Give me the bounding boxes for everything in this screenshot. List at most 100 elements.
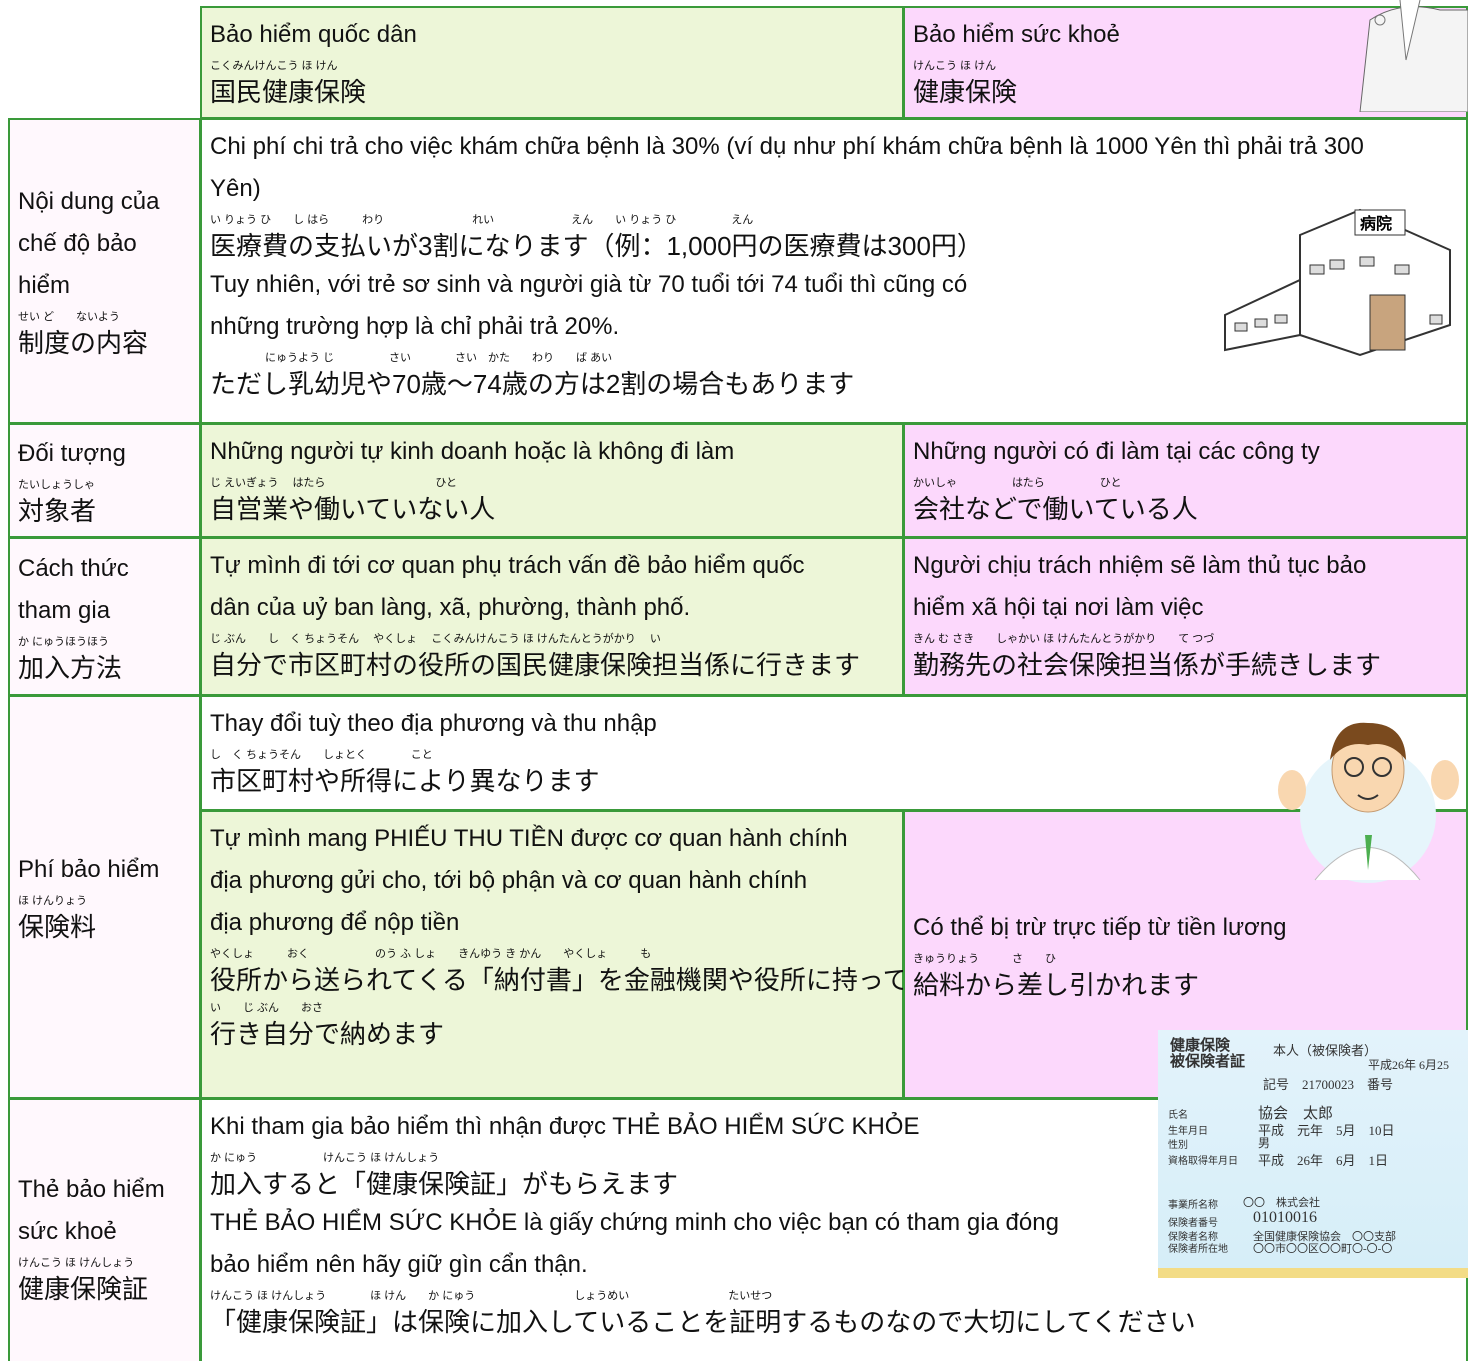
card-text: 資格取得年月日	[1168, 1156, 1238, 1167]
card-text: 保険者番号	[1168, 1218, 1218, 1229]
table-cell: Nội dung của chế độ bảo hiểm せい ど ないよう 制度の内容	[8, 118, 201, 424]
japanese-text: 自分で市区町村の役所の国民健康保険担当係に行きます	[210, 650, 861, 680]
card-text: 平成 26年 6月 1日	[1258, 1153, 1389, 1168]
card-text: 健康保険	[1170, 1038, 1231, 1054]
furigana: きゅうりょう さ ひ	[913, 952, 1056, 965]
furigana: にゅうよう じ さい さい かた わり ば あい	[210, 352, 613, 364]
furigana: し く ちょうそん しょとく こと	[210, 749, 433, 761]
vietnamese-text: Tuy nhiên, với trẻ sơ sinh và người già …	[210, 271, 968, 298]
japanese-text: 健康保険証	[18, 1274, 149, 1304]
japanese-text: 医療費の支払いが3割になります（例：1,000円の医療費は300円）	[210, 231, 983, 261]
table-cell: Đối tượng たいしょうしゃ対象者	[8, 423, 201, 538]
card-text: 本人（被保険者）	[1273, 1043, 1378, 1058]
vietnamese-text: Tự mình mang PHIẾU THU TIỀN được cơ quan…	[210, 825, 848, 852]
card-text: 平成26年 6月25	[1368, 1058, 1450, 1072]
card-text: 01010016	[1253, 1209, 1317, 1226]
japanese-text: 健康保険	[913, 77, 1018, 107]
japanese-text: 国民健康保険	[210, 77, 367, 107]
vietnamese-text: dân của uỷ ban làng, xã, phường, thành p…	[210, 594, 691, 621]
table-cell: Bảo hiểm quốc dân こくみんけんこう ほ けん国民健康保険	[200, 6, 904, 119]
japanese-text: 制度の内容	[18, 328, 149, 358]
japanese-text: 加入方法	[18, 652, 123, 683]
vietnamese-text: Có thể bị trừ trực tiếp từ tiền lương	[913, 913, 1287, 941]
japanese-text: 保険料	[18, 912, 97, 942]
card-text: 記号 21700023 番号	[1263, 1077, 1394, 1092]
furigana: ほ けんりょう	[18, 895, 88, 907]
furigana: けんこう ほ けん	[913, 60, 997, 72]
table-cell: Khi tham gia bảo hiểm thì nhận được THẺ …	[200, 1098, 1468, 1361]
vietnamese-text: Yên)	[210, 175, 261, 202]
vietnamese-text: Những người tự kinh doanh hoặc là không …	[210, 438, 735, 465]
table-cell: Phí bảo hiểm ほ けんりょう保険料	[8, 695, 201, 1099]
table-cell: Tự mình mang PHIẾU THU TIỀN được cơ quan…	[200, 810, 909, 1099]
japanese-text: 市区町村や所得により異なります	[210, 766, 600, 796]
furigana: やくしょ おく のう ふ しょ きんゆう き かん やくしょ も	[210, 948, 652, 960]
vietnamese-text: hiểm	[18, 272, 71, 299]
vietnamese-text: những trường hợp là chỉ phải trả 20%.	[210, 313, 620, 340]
vietnamese-text: Tự mình đi tới cơ quan phụ trách vấn đề …	[210, 552, 805, 579]
card-text: 生年月日	[1168, 1126, 1208, 1137]
vietnamese-text: Chi phí chi trả cho việc khám chữa bệnh …	[210, 133, 1364, 160]
furigana: い りょう ひ し はら わり れい えん い りょう ひ えん	[210, 214, 754, 226]
table-cell: Thẻ bảo hiểm sức khoẻ けんこう ほ けんしょう健康保険証	[8, 1098, 201, 1361]
japanese-text: 対象者	[18, 495, 97, 526]
japanese-text: 給料から差し引かれます	[913, 969, 1200, 1000]
furigana: か にゅうほうほう	[18, 635, 110, 648]
vietnamese-text: Đối tượng	[18, 439, 126, 467]
doctor-illustration	[1359, 0, 1468, 112]
vietnamese-text: Thẻ bảo hiểm	[18, 1176, 165, 1203]
doctor-illustration	[1278, 722, 1459, 883]
vietnamese-text: THẺ BẢO HIỂM SỨC KHỎE là giấy chứng minh…	[210, 1209, 1059, 1236]
card-text: 全国健康保険協会 〇〇支部	[1253, 1231, 1396, 1243]
furigana: きん む さき しゃかい ほ けんたんとうがかり て つづ	[913, 633, 1215, 645]
japanese-text: 勤務先の社会保険担当係が手続きします	[913, 650, 1382, 680]
vietnamese-text: bảo hiểm nên hãy giữ gìn cẩn thận.	[210, 1251, 588, 1278]
vietnamese-text: Nội dung của	[18, 188, 160, 215]
vietnamese-text: Khi tham gia bảo hiểm thì nhận được THẺ …	[210, 1113, 920, 1140]
furigana: じ えいぎょう はたら ひと	[210, 477, 458, 489]
table-cell: Những người có đi làm tại các công ty かいし…	[903, 423, 1468, 538]
card-text: 男	[1258, 1136, 1271, 1150]
japanese-text: 自営業や働いていない人	[210, 494, 496, 524]
japanese-text: ただし乳幼児や70歳〜74歳の方は2割の場合もあります	[210, 369, 855, 399]
vietnamese-text: Cách thức	[18, 554, 129, 582]
furigana: たいしょうしゃ	[18, 478, 95, 491]
vietnamese-text: Thay đổi tuỳ theo địa phương và thu nhập	[210, 710, 657, 737]
card-text: 保険者名称	[1168, 1232, 1218, 1243]
vietnamese-text: hiểm xã hội tại nơi làm việc	[913, 594, 1204, 621]
furigana: じ ぶん し く ちょうそん やくしょ こくみんけんこう ほ けんたんとうがかり…	[210, 633, 661, 645]
card-text: 被保険者証	[1170, 1054, 1246, 1070]
vietnamese-text: Người chịu trách nhiệm sẽ làm thủ tục bả…	[913, 552, 1367, 579]
hospital-illustration: 病院	[1224, 208, 1451, 357]
svg-text:病院: 病院	[1360, 214, 1392, 233]
card-text: 平成 元年 5月 10日	[1258, 1123, 1395, 1138]
table-cell: Chi phí chi trả cho việc khám chữa bệnh …	[200, 118, 1468, 424]
card-text: 保険者所在地	[1168, 1244, 1228, 1255]
furigana: けんこう ほ けんしょう ほ けん か にゅう しょうめい たいせつ	[210, 1290, 773, 1302]
furigana: こくみんけんこう ほ けん	[210, 60, 338, 72]
vietnamese-text: địa phương để nộp tiền	[210, 909, 460, 936]
japanese-text: 会社などで働いている人	[913, 494, 1198, 524]
furigana: せい ど ないよう	[18, 311, 120, 323]
card-text: 〇〇市〇〇区〇〇町〇-〇-〇	[1253, 1243, 1393, 1255]
table-cell: Những người tự kinh doanh hoặc là không …	[200, 423, 904, 538]
card-text: 協会 太郎	[1258, 1106, 1334, 1122]
vietnamese-text: Bảo hiểm quốc dân	[210, 21, 417, 48]
table-cell: Cách thức tham gia か にゅうほうほう加入方法	[8, 537, 201, 696]
card-text: 氏名	[1168, 1110, 1188, 1121]
vietnamese-text: Phí bảo hiểm	[18, 856, 160, 883]
vietnamese-text: Những người có đi làm tại các công ty	[913, 438, 1320, 465]
furigana: い じ ぶん おさ	[210, 1002, 324, 1014]
furigana: かいしゃ はたら ひと	[913, 477, 1122, 489]
card-text: 性別	[1168, 1140, 1188, 1151]
insurance-card: 健康保険 被保険者証 本人（被保険者） 平成26年 6月25 記号 21700023 番…	[1158, 1030, 1468, 1278]
card-text: 〇〇 株式会社	[1243, 1197, 1320, 1209]
vietnamese-text: tham gia	[18, 596, 111, 624]
vietnamese-text: địa phương gửi cho, tới bộ phận và cơ qu…	[210, 867, 808, 894]
card-text: 事業所名称	[1168, 1200, 1218, 1211]
vietnamese-text: sức khoẻ	[18, 1218, 117, 1245]
furigana: けんこう ほ けんしょう	[18, 1257, 135, 1269]
table-cell: Tự mình đi tới cơ quan phụ trách vấn đề …	[200, 537, 904, 696]
furigana: か にゅう けんこう ほ けんしょう	[210, 1152, 440, 1164]
